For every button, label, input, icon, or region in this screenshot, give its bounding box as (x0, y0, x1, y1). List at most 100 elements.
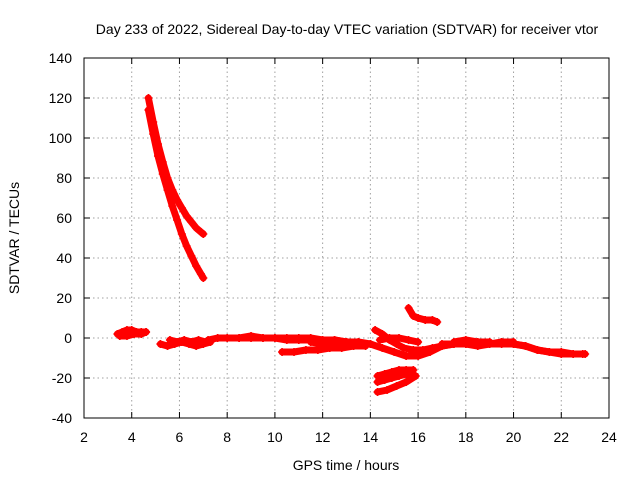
series-arc-t (449, 336, 494, 346)
data-point (182, 242, 191, 250)
data-point (404, 336, 413, 344)
data-point (414, 352, 423, 360)
data-point (163, 186, 172, 194)
series-arc-f (165, 336, 210, 346)
data-point (278, 348, 287, 356)
x-tick-label: 16 (410, 429, 426, 445)
data-point (290, 348, 298, 356)
data-point (402, 370, 411, 378)
data-point (187, 338, 196, 346)
y-tick-label: 60 (56, 210, 72, 226)
data-point (392, 382, 401, 390)
data-point (158, 170, 167, 178)
y-tick-label: 100 (49, 130, 73, 146)
data-point (433, 318, 442, 326)
series-arc-d (144, 106, 208, 282)
data-point (414, 338, 423, 346)
series-arc-b (115, 328, 151, 340)
data-point (156, 340, 165, 348)
data-point (509, 340, 518, 348)
data-point (142, 328, 151, 336)
series-band (450, 336, 494, 346)
data-point (375, 336, 384, 344)
data-point (402, 352, 411, 360)
data-point (173, 196, 182, 204)
data-point (411, 372, 420, 380)
data-point (395, 334, 403, 342)
data-point (521, 342, 530, 350)
data-point (204, 336, 213, 344)
data-point (426, 348, 435, 356)
data-point (115, 332, 124, 340)
x-tick-label: 2 (80, 429, 88, 445)
plot-frame (83, 57, 610, 419)
data-point (409, 312, 418, 320)
data-point (373, 378, 382, 386)
data-point (223, 334, 232, 342)
data-point (144, 94, 153, 102)
data-point (149, 130, 158, 138)
data-point (387, 374, 396, 382)
data-point (545, 348, 554, 356)
data-point (122, 332, 131, 340)
data-point (428, 316, 437, 324)
data-point (399, 344, 408, 352)
data-point (354, 338, 363, 346)
data-point (402, 378, 411, 386)
data-point (533, 346, 542, 354)
data-points (113, 94, 590, 396)
data-point (177, 204, 186, 212)
data-point (187, 252, 196, 260)
data-point (385, 334, 394, 342)
data-point (165, 336, 174, 344)
data-point (569, 350, 578, 358)
data-point (173, 338, 182, 346)
chart-title: Day 233 of 2022, Sidereal Day-to-day VTE… (96, 21, 599, 37)
y-tick-label: 120 (49, 90, 73, 106)
data-point (421, 316, 430, 324)
data-point (414, 314, 423, 322)
y-tick-label: 140 (49, 50, 73, 66)
data-point (192, 262, 201, 270)
y-tick-label: 0 (64, 330, 72, 346)
data-point (380, 376, 389, 384)
x-tick-label: 20 (506, 429, 522, 445)
y-tick-label: -40 (52, 410, 72, 426)
x-tick-label: 18 (458, 429, 474, 445)
data-point (578, 350, 587, 358)
data-point (306, 338, 315, 346)
data-point (182, 212, 191, 220)
series-arc-n (404, 304, 442, 326)
axis-ticks: 2 4 6 8 10 12 14 16 18 20 22 24-40-2002040608010012… (49, 50, 617, 445)
data-point (461, 336, 470, 344)
data-point (192, 224, 201, 232)
data-point (173, 216, 182, 224)
data-point (378, 344, 387, 352)
data-point (383, 386, 392, 394)
data-point (371, 326, 380, 334)
x-tick-label: 4 (128, 429, 136, 445)
y-tick-label: -20 (52, 370, 72, 386)
data-point (497, 338, 506, 346)
data-point (301, 346, 310, 354)
data-point (168, 202, 177, 210)
data-point (130, 330, 139, 338)
y-tick-label: 80 (56, 170, 72, 186)
x-tick-label: 24 (601, 429, 617, 445)
data-point (235, 334, 244, 342)
data-point (153, 152, 162, 160)
data-point (199, 230, 208, 238)
x-tick-label: 8 (223, 429, 231, 445)
data-point (342, 338, 351, 346)
x-tick-label: 12 (315, 429, 331, 445)
data-point (313, 346, 322, 354)
data-point (199, 274, 208, 282)
x-tick-label: 6 (176, 429, 184, 445)
y-tick-label: 40 (56, 250, 72, 266)
data-point (395, 372, 403, 380)
y-axis-label: SDTVAR / TECUs (6, 182, 22, 294)
data-point (282, 336, 291, 344)
data-point (557, 350, 566, 358)
data-point (473, 338, 482, 346)
series-arc-s (497, 338, 587, 358)
